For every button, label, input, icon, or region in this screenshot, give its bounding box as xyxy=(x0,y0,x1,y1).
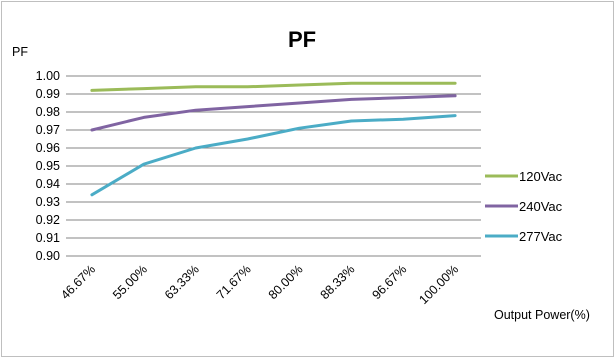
x-tick-label: 100.00% xyxy=(416,262,461,307)
x-tick-label: 80.00% xyxy=(266,262,306,302)
x-tick-label: 46.67% xyxy=(58,262,98,302)
y-tick-label: 0.94 xyxy=(36,177,60,191)
legend-label: 120Vac xyxy=(519,169,563,184)
series-lines xyxy=(90,81,457,197)
legend: 120Vac 240Vac 277Vac xyxy=(485,169,563,244)
series-line-240Vac xyxy=(90,94,457,132)
y-tick-label: 0.97 xyxy=(36,123,60,137)
x-axis-label: Output Power(%) xyxy=(494,308,590,322)
y-tick-label: 1.00 xyxy=(36,69,60,83)
y-tick-label: 0.96 xyxy=(36,141,60,155)
series-line-120Vac xyxy=(90,81,457,92)
x-tick-label: 55.00% xyxy=(110,262,150,302)
y-tick-label: 0.98 xyxy=(36,105,60,119)
y-tick-label: 0.90 xyxy=(36,249,60,263)
x-tick-label: 96.67% xyxy=(369,262,409,302)
y-axis-label: PF xyxy=(12,45,28,59)
x-tick-label: 63.33% xyxy=(162,262,202,302)
legend-label: 240Vac xyxy=(519,199,563,214)
y-tick-label: 0.92 xyxy=(36,213,60,227)
y-tick-labels: 1.00 0.99 0.98 0.97 0.96 0.95 0.94 0.93 0.92 0.91… xyxy=(36,69,60,263)
chart-title: PF xyxy=(288,27,316,52)
legend-label: 277Vac xyxy=(519,229,563,244)
gridlines xyxy=(66,75,481,257)
y-tick-label: 0.95 xyxy=(36,159,60,173)
x-tick-labels: 46.67% 55.00% 63.33% 71.67% 80.00% 88.33% 96.6… xyxy=(58,262,461,307)
y-tick-label: 0.99 xyxy=(36,87,60,101)
x-tick-label: 88.33% xyxy=(318,262,358,302)
series-line-277Vac xyxy=(90,114,457,197)
y-tick-label: 0.91 xyxy=(36,231,60,245)
x-tick-label: 71.67% xyxy=(214,262,254,302)
y-tick-label: 0.93 xyxy=(36,195,60,209)
